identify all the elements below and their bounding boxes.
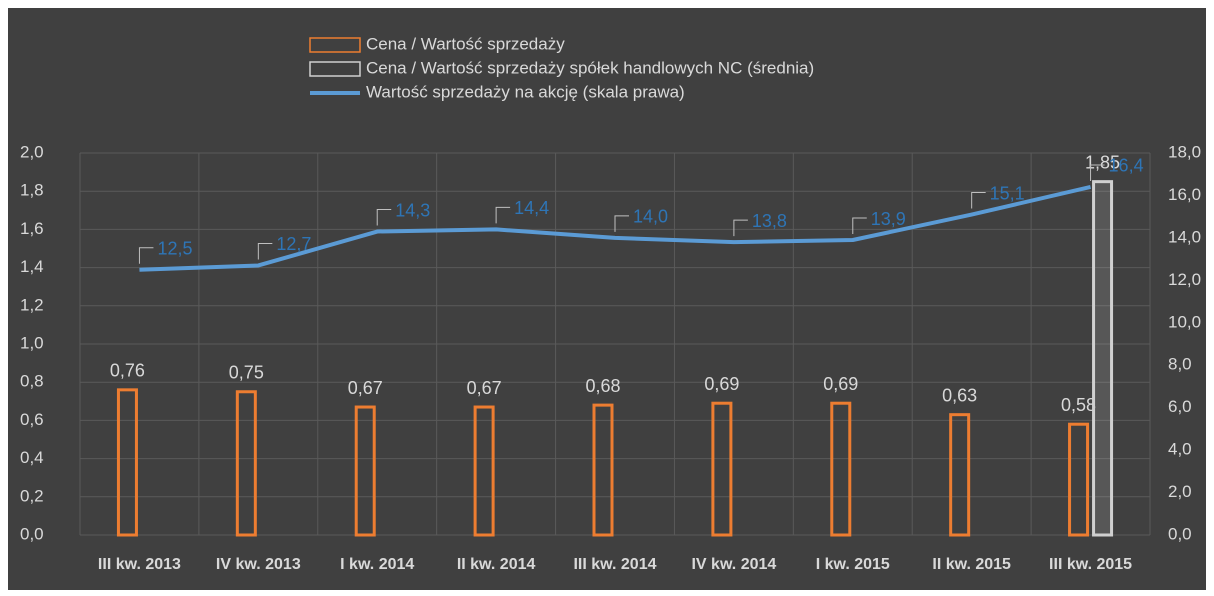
data-label: 13,8: [752, 211, 787, 231]
bar: [1068, 422, 1090, 537]
bar: [830, 401, 852, 537]
bar: [354, 405, 376, 537]
data-label: 16,4: [1109, 156, 1144, 176]
leader-line: [495, 206, 511, 224]
y-tick-label: 2,0: [20, 142, 44, 161]
data-label: 0,69: [823, 374, 858, 394]
data-label: 13,9: [871, 209, 906, 229]
bar: [949, 413, 971, 537]
x-tick-label: I kw. 2015: [816, 556, 890, 573]
y2-tick-label: 14,0: [1168, 227, 1201, 246]
x-tick-label: IV kw. 2014: [691, 556, 776, 573]
legend-swatch: [309, 61, 361, 77]
x-tick-label: III kw. 2015: [1049, 556, 1132, 573]
data-label: 0,67: [348, 378, 383, 398]
data-label: 14,0: [633, 207, 668, 227]
y2-tick-label: 4,0: [1168, 440, 1192, 459]
leader-line: [614, 215, 629, 232]
y-tick-label: 0,2: [20, 486, 44, 505]
legend-label: Cena / Wartość sprzedaży spółek handlowy…: [366, 58, 814, 77]
bar: [592, 403, 614, 537]
data-label: 0,58: [1061, 395, 1096, 415]
x-tick-label: II kw. 2014: [457, 556, 536, 573]
y2-tick-label: 10,0: [1168, 312, 1201, 331]
y-tick-label: 1,4: [20, 257, 44, 276]
legend-label: Wartość sprzedaży na akcję (skala prawa): [366, 82, 685, 101]
data-label: 0,67: [467, 378, 502, 398]
legend-swatch: [309, 37, 361, 53]
y2-tick-label: 8,0: [1168, 355, 1192, 374]
y-tick-label: 0,0: [20, 524, 44, 543]
leader-line: [138, 247, 154, 264]
data-label: 0,76: [110, 361, 145, 381]
chart-background: [8, 8, 1206, 590]
y-tick-label: 1,2: [20, 295, 44, 314]
bar: [711, 401, 733, 537]
y-tick-label: 1,8: [20, 181, 44, 200]
data-label: 1,85: [1085, 152, 1120, 172]
bar: [235, 390, 257, 537]
y2-tick-label: 0,0: [1168, 524, 1192, 543]
y2-tick-label: 2,0: [1168, 482, 1192, 501]
legend-label: Cena / Wartość sprzedaży: [366, 34, 565, 53]
leader-line: [376, 209, 392, 226]
leader-line: [971, 192, 986, 209]
x-tick-label: I kw. 2014: [340, 556, 414, 573]
bar: [473, 405, 495, 537]
data-label: 12,7: [276, 234, 311, 254]
y2-tick-label: 6,0: [1168, 397, 1192, 416]
leader-line: [733, 219, 748, 237]
line: [139, 185, 1092, 272]
y2-tick-label: 16,0: [1168, 185, 1201, 204]
data-label: 0,68: [585, 376, 620, 396]
x-tick-label: IV kw. 2013: [216, 556, 301, 573]
y-tick-label: 0,8: [20, 372, 44, 391]
data-label: 0,63: [942, 385, 977, 405]
data-label: 15,1: [990, 183, 1025, 203]
y-tick-label: 0,6: [20, 410, 44, 429]
data-label: 14,3: [395, 200, 430, 220]
data-label: 14,4: [514, 198, 549, 218]
bar: [116, 388, 138, 537]
data-label: 0,69: [704, 374, 739, 394]
y2-tick-label: 12,0: [1168, 270, 1201, 289]
x-tick-label: II kw. 2015: [932, 556, 1011, 573]
data-label: 12,5: [157, 238, 192, 258]
y-tick-label: 1,0: [20, 333, 44, 352]
leader-line: [852, 217, 867, 235]
y-tick-label: 0,4: [20, 448, 44, 467]
y2-tick-label: 18,0: [1168, 142, 1201, 161]
x-tick-label: III kw. 2013: [98, 556, 181, 573]
bar: [1092, 180, 1114, 537]
leader-line: [1090, 164, 1105, 181]
leader-line: [257, 242, 273, 260]
data-label: 0,75: [229, 363, 264, 383]
x-tick-label: III kw. 2014: [573, 556, 656, 573]
y-tick-label: 1,6: [20, 219, 44, 238]
